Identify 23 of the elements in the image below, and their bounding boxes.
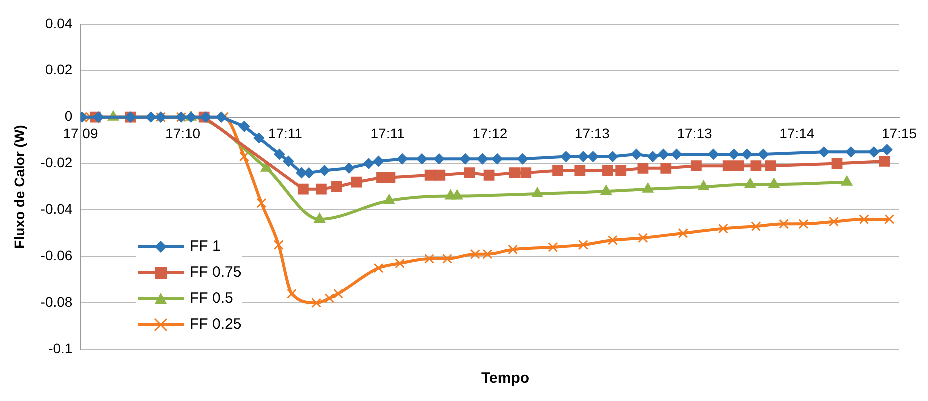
y-tick-label: -0.1	[48, 340, 73, 356]
x-tick-label: 17:11	[370, 126, 405, 142]
y-tick-label: 0	[64, 108, 73, 124]
x-tick-label: 17:13	[574, 126, 610, 142]
x-tick-label: 17:12	[472, 126, 508, 142]
y-axis-title: Fluxo de Calor (W)	[11, 125, 28, 249]
y-tick-label: 0.02	[45, 62, 73, 78]
y-tick-label: -0.08	[40, 294, 73, 310]
x-tick-label: 17:09	[63, 126, 98, 142]
y-tick-label: -0.06	[40, 248, 73, 264]
x-tick-label: 17:11	[268, 126, 303, 142]
y-tick-label: 0.04	[45, 15, 73, 32]
x-tick-label: 17:13	[677, 126, 713, 142]
legend-label: FF 1	[190, 238, 221, 255]
legend-label: FF 0.75	[190, 264, 242, 281]
x-tick-label: 17:14	[780, 126, 815, 142]
x-tick-label: 17:10	[166, 126, 201, 142]
legend-label: FF 0.5	[190, 290, 234, 307]
y-tick-label: -0.04	[40, 201, 73, 218]
x-tick-label: 17:15	[882, 126, 918, 142]
legend-label: FF 0.25	[190, 316, 242, 333]
x-axis-title: Tempo	[480, 370, 531, 387]
y-tick-label: -0.02	[40, 154, 73, 171]
